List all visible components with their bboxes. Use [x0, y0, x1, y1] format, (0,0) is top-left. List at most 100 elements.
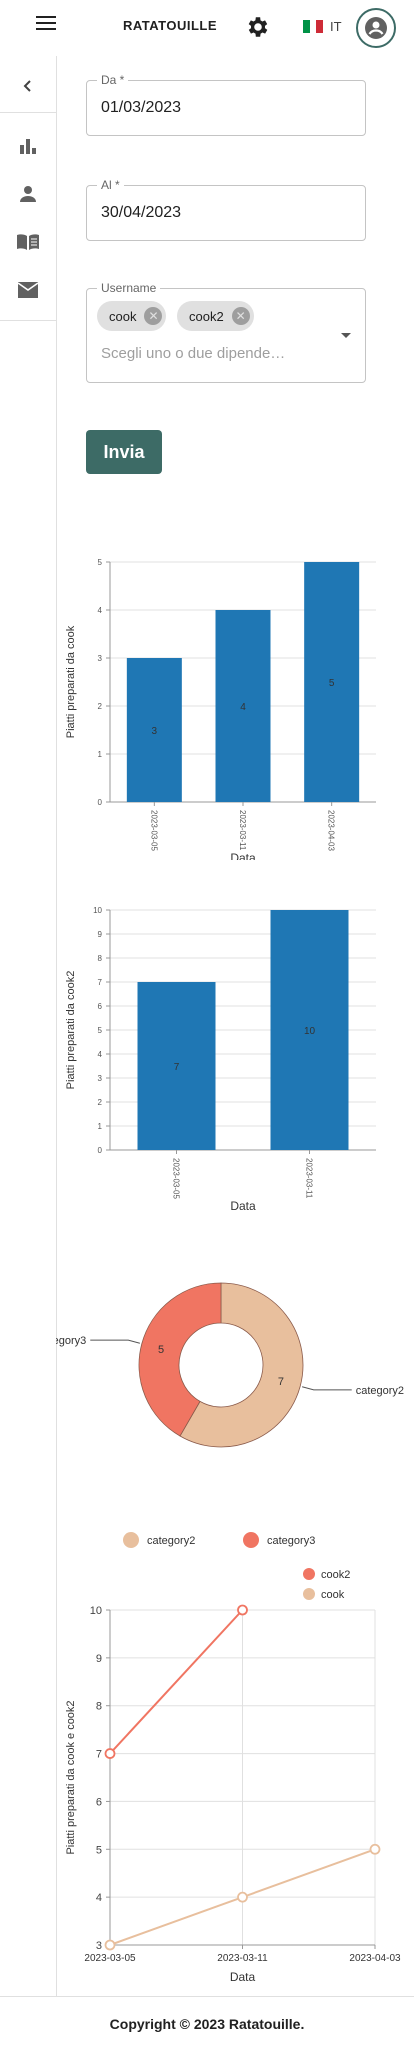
legend-swatch — [123, 1532, 139, 1548]
legend-label: cook2 — [321, 1569, 350, 1581]
y-tick-label: 2 — [98, 702, 103, 711]
x-tick-label: 2023-04-03 — [349, 1953, 401, 1964]
bar-chart-cook: 0 1 2 3 4 5 3 2023-03-05 4 2023-03-11 5 2023-04-03 D… — [65, 558, 376, 860]
close-icon[interactable]: ✕ — [231, 307, 250, 325]
username-placeholder[interactable]: Scegli uno o due dipende… — [101, 345, 286, 362]
donut-slice — [179, 1282, 304, 1448]
username-select[interactable]: Username cook ✕ cook2 ✕ Scegli uno o due… — [86, 281, 366, 383]
footer: Copyright © 2023 Ratatouille. — [0, 1996, 414, 2051]
bar-value-label: 4 — [240, 702, 246, 713]
y-tick-label: 4 — [98, 1050, 103, 1059]
y-tick-label: 5 — [98, 1026, 103, 1035]
slice-name-label: category3 — [56, 1335, 86, 1347]
x-tick-label: 2023-03-11 — [305, 1158, 314, 1199]
italy-flag-icon[interactable] — [303, 20, 324, 33]
mail-icon[interactable] — [14, 276, 42, 304]
y-tick-label: 3 — [98, 654, 103, 663]
chip-label: cook2 — [189, 308, 224, 324]
bar — [126, 658, 182, 802]
slice-leader-line — [90, 1339, 140, 1344]
close-icon[interactable]: ✕ — [144, 307, 163, 325]
y-tick-label: 9 — [98, 930, 103, 939]
x-tick-label: 2023-03-05 — [172, 1158, 181, 1199]
chip-label: cook — [109, 308, 137, 324]
rail-divider — [0, 320, 56, 321]
legend-label: category3 — [267, 1535, 315, 1547]
slice-name-label: category2 — [356, 1385, 404, 1397]
y-tick-label: 10 — [93, 906, 102, 915]
chip-cook[interactable]: cook ✕ — [97, 301, 167, 331]
x-tick-label: 2023-03-11 — [238, 810, 247, 851]
book-icon[interactable] — [14, 228, 42, 256]
legend-label: category2 — [147, 1535, 195, 1547]
x-axis-title: Data — [230, 1199, 256, 1213]
side-rail — [0, 56, 57, 1996]
bar — [137, 982, 216, 1150]
y-tick-label: 5 — [96, 1844, 102, 1856]
y-axis-title: Piatti preparati da cook e cook2 — [65, 1700, 77, 1854]
from-date-value[interactable]: 01/03/2023 — [101, 99, 182, 116]
bar — [215, 610, 271, 802]
y-tick-label: 6 — [96, 1796, 102, 1808]
slice-leader-line — [302, 1386, 352, 1391]
bar-value-label: 5 — [329, 678, 335, 689]
bar-value-label: 10 — [304, 1026, 316, 1037]
account-circle-icon[interactable] — [356, 8, 396, 48]
chevron-down-icon[interactable] — [341, 333, 351, 338]
y-tick-label: 0 — [98, 1146, 103, 1155]
line-chart-cook-cook2: 3 4 5 6 7 8 9 10 2023-03-05 2023-03-11 2023-04-03 c… — [65, 1568, 401, 1984]
menu-icon[interactable] — [36, 16, 56, 36]
x-tick-label: 2023-04-03 — [327, 810, 336, 851]
y-tick-label: 9 — [96, 1653, 102, 1665]
x-axis-title: Data — [230, 851, 256, 860]
to-date-field[interactable]: Al * 30/04/2023 — [86, 178, 366, 241]
data-point — [237, 1891, 248, 1903]
to-date-label: Al * — [97, 178, 124, 192]
slice-value-label: 5 — [158, 1344, 164, 1356]
bar-chart-icon[interactable] — [14, 132, 42, 160]
bar — [270, 910, 349, 1150]
chevron-left-icon[interactable] — [14, 72, 42, 100]
y-axis-title: Piatti preparati da cook2 — [65, 971, 77, 1090]
chip-cook2[interactable]: cook2 ✕ — [177, 301, 254, 331]
y-tick-label: 10 — [90, 1605, 102, 1617]
y-tick-label: 3 — [98, 1074, 103, 1083]
y-tick-label: 7 — [98, 978, 103, 987]
y-tick-label: 5 — [98, 558, 103, 567]
y-tick-label: 6 — [98, 1002, 103, 1011]
y-tick-label: 4 — [98, 606, 103, 615]
legend-swatch — [303, 1588, 315, 1600]
to-date-value[interactable]: 30/04/2023 — [101, 204, 182, 221]
person-icon[interactable] — [14, 180, 42, 208]
x-tick-label: 2023-03-05 — [84, 1953, 136, 1964]
legend-swatch — [303, 1568, 315, 1580]
y-axis-title: Piatti preparati da cook — [65, 625, 77, 738]
data-point — [104, 1748, 116, 1759]
from-date-field[interactable]: Da * 01/03/2023 — [86, 73, 366, 136]
slice-value-label: 7 — [278, 1376, 284, 1388]
app-title: RATATOUILLE — [122, 18, 218, 33]
y-tick-label: 1 — [98, 1122, 103, 1131]
data-point — [237, 1604, 248, 1616]
x-axis-title: Data — [230, 1970, 256, 1984]
donut-slice — [138, 1282, 222, 1437]
language-label[interactable]: IT — [330, 19, 342, 34]
y-tick-label: 0 — [98, 798, 103, 807]
y-tick-label: 8 — [98, 954, 103, 963]
legend-label: cook — [321, 1589, 345, 1601]
app-bar: RATATOUILLE IT — [0, 0, 414, 56]
bar-value-label: 7 — [174, 1062, 180, 1073]
bar-value-label: 3 — [152, 726, 158, 737]
y-tick-label: 8 — [96, 1701, 102, 1713]
gear-icon[interactable] — [245, 14, 271, 40]
x-tick-label: 2023-03-11 — [217, 1953, 268, 1964]
series-line-cook2 — [109, 1609, 244, 1755]
rail-divider — [0, 112, 56, 113]
username-label: Username — [97, 281, 161, 295]
donut-chart-categories: 7 category2 5 category3 category2 category3 — [56, 1282, 404, 1548]
x-tick-label: 2023-03-05 — [149, 810, 158, 851]
copyright-text: Copyright © 2023 Ratatouille. — [109, 2016, 305, 2032]
y-tick-label: 4 — [96, 1892, 102, 1904]
submit-button[interactable]: Invia — [86, 430, 162, 474]
y-tick-label: 7 — [96, 1749, 102, 1761]
